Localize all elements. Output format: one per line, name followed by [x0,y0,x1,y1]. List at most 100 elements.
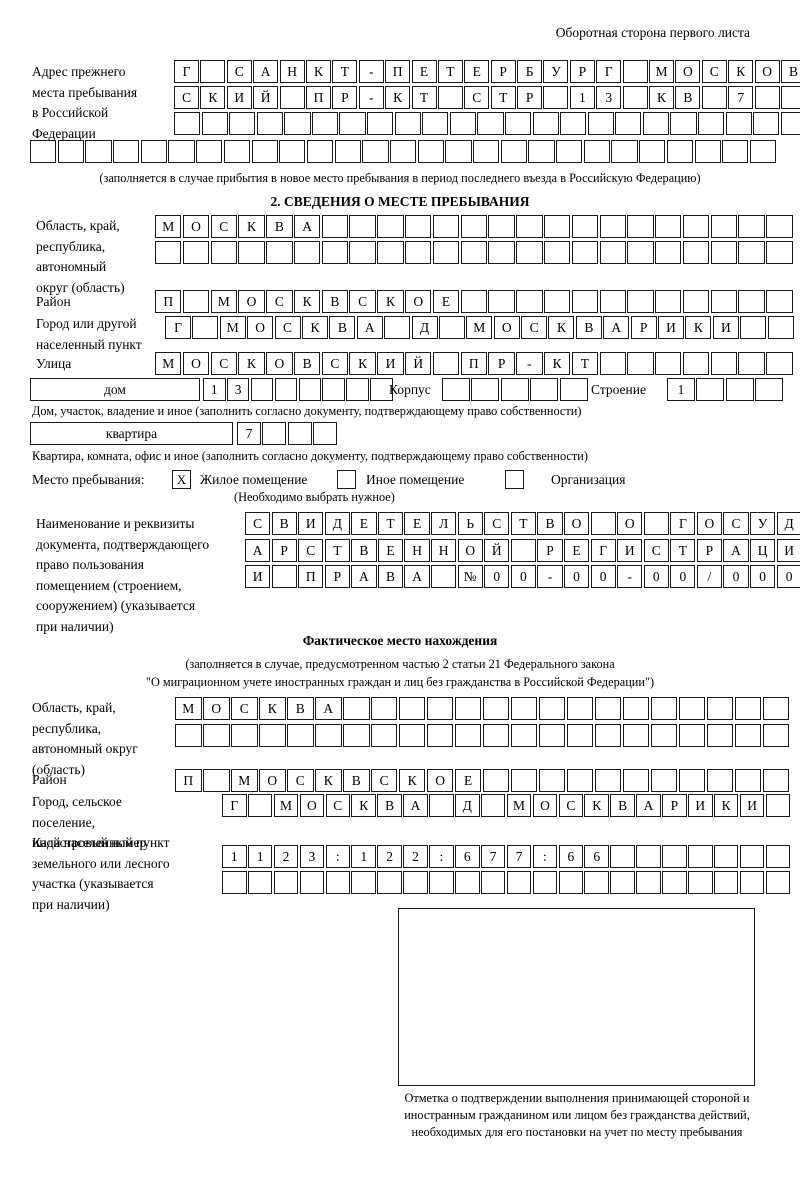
char-cell[interactable]: К [649,86,675,109]
char-cell[interactable] [739,871,765,894]
char-cell[interactable] [682,290,710,313]
char-cell[interactable] [504,112,532,135]
char-cell[interactable]: 0 [590,565,616,588]
char-cell[interactable] [192,316,219,339]
cadastral-row-2[interactable] [222,871,792,894]
char-cell[interactable]: Е [377,539,404,562]
char-cell[interactable]: Н [404,539,430,562]
char-cell[interactable] [599,241,626,264]
char-cell[interactable]: К [293,290,321,313]
char-cell[interactable]: О [247,316,274,339]
char-cell[interactable] [622,769,650,792]
char-cell[interactable] [615,112,642,135]
char-cell[interactable]: С [521,316,548,339]
char-cell[interactable]: Д [455,794,480,817]
char-cell[interactable]: С [325,794,351,817]
char-cell[interactable] [230,724,258,747]
char-cell[interactable] [710,215,738,238]
char-cell[interactable] [694,140,721,163]
char-cell[interactable]: С [349,290,376,313]
char-cell[interactable] [168,140,195,163]
char-cell[interactable] [389,140,417,163]
char-cell[interactable]: А [351,565,377,588]
char-cell[interactable] [710,290,738,313]
char-cell[interactable] [299,871,325,894]
char-cell[interactable] [445,140,472,163]
char-cell[interactable] [339,112,366,135]
char-cell[interactable]: К [349,352,376,375]
confirmation-stamp-area[interactable] [398,908,755,1086]
char-cell[interactable] [377,241,404,264]
char-cell[interactable]: 0 [749,565,776,588]
char-cell[interactable]: С [286,769,314,792]
char-cell[interactable]: У [749,512,776,535]
char-cell[interactable] [271,565,297,588]
char-cell[interactable]: Г [590,539,616,562]
char-cell[interactable]: О [426,769,454,792]
char-cell[interactable] [431,565,457,588]
char-cell[interactable] [610,871,635,894]
char-cell[interactable] [274,378,298,401]
char-cell[interactable] [753,112,780,135]
char-cell[interactable]: В [575,316,602,339]
char-cell[interactable]: Д [324,512,350,535]
char-cell[interactable] [594,769,622,792]
char-cell[interactable] [528,140,555,163]
char-cell[interactable] [384,316,411,339]
char-cell[interactable]: - [358,86,384,109]
char-cell[interactable] [432,241,460,264]
char-cell[interactable] [506,871,532,894]
char-cell[interactable] [510,769,538,792]
char-cell[interactable] [370,697,398,720]
char-cell[interactable]: А [636,794,661,817]
char-cell[interactable]: О [532,794,558,817]
char-cell[interactable]: О [696,512,723,535]
char-cell[interactable] [182,290,210,313]
char-cell[interactable] [682,352,710,375]
char-cell[interactable] [367,112,394,135]
char-cell[interactable] [85,140,112,163]
char-cell[interactable] [610,845,635,868]
char-cell[interactable] [706,769,734,792]
char-cell[interactable]: Д [776,512,800,535]
char-cell[interactable] [543,290,571,313]
char-cell[interactable]: В [780,60,800,83]
char-cell[interactable]: О [457,539,483,562]
char-cell[interactable]: 2 [273,845,299,868]
char-cell[interactable] [460,241,487,264]
char-cell[interactable]: Р [569,60,595,83]
char-cell[interactable]: М [466,316,493,339]
char-cell[interactable]: М [230,769,258,792]
char-cell[interactable]: Д [411,316,438,339]
char-cell[interactable]: К [238,352,265,375]
char-cell[interactable] [639,140,666,163]
char-cell[interactable] [738,215,765,238]
char-cell[interactable]: Т [670,539,696,562]
char-cell[interactable]: 7 [480,845,506,868]
char-cell[interactable] [286,724,314,747]
char-cell[interactable] [346,378,369,401]
char-cell[interactable] [594,697,622,720]
char-cell[interactable] [488,290,515,313]
char-cell[interactable] [334,140,361,163]
prev-address-row-4[interactable] [30,140,778,163]
char-cell[interactable] [256,112,283,135]
char-cell[interactable]: 3 [596,86,622,109]
char-cell[interactable]: О [299,794,325,817]
char-cell[interactable] [279,140,306,163]
char-cell[interactable] [566,769,594,792]
char-cell[interactable]: А [253,60,279,83]
flat-box-label[interactable]: квартира [30,422,233,445]
char-cell[interactable] [351,871,376,894]
char-cell[interactable]: О [182,352,210,375]
char-cell[interactable]: К [728,60,754,83]
char-cell[interactable]: П [460,352,487,375]
char-cell[interactable]: М [273,794,299,817]
char-cell[interactable]: К [200,86,226,109]
char-cell[interactable] [349,241,376,264]
char-cell[interactable] [734,697,762,720]
char-cell[interactable]: Т [490,86,516,109]
